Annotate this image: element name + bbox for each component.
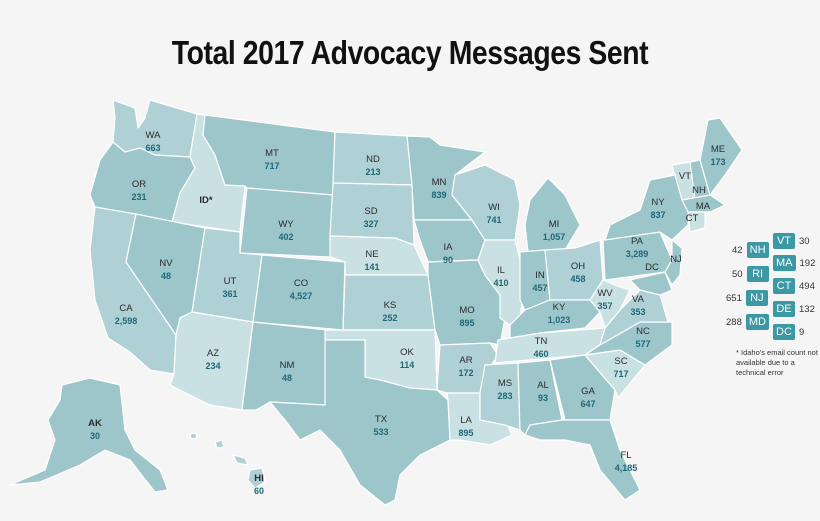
legend-NJ: 651 NJ [722, 290, 768, 306]
label-UT: UT 361 [222, 276, 238, 299]
state-MI[interactable] [524, 177, 581, 253]
label-AL: AL 93 [537, 380, 549, 403]
label-TX: TX 533 [373, 414, 389, 437]
page-title: Total 2017 Advocacy Messages Sent [171, 34, 649, 71]
legend-CT: CT 494 [773, 278, 819, 294]
state-ME[interactable] [699, 117, 743, 196]
label-MI: MI 1,057 [542, 219, 566, 242]
idaho-footnote: * Idaho's email count not available due … [736, 348, 818, 377]
label-TN: TN 460 [533, 336, 549, 359]
state-HI[interactable] [247, 467, 266, 489]
legend-VT: VT 30 [773, 233, 814, 249]
label-MN: MN 839 [431, 177, 447, 200]
label-PA: PA 3,289 [625, 236, 649, 259]
label-NM: NM 48 [279, 360, 295, 383]
legend-RI: 50 RI [728, 266, 769, 282]
label-OH: OH 458 [570, 261, 586, 284]
hawaii-island-oahu [214, 439, 225, 449]
label-NV: NV 48 [159, 258, 173, 281]
label-NJ: NJ [670, 254, 682, 265]
label-KY: KY 1,023 [547, 302, 571, 325]
label-ME: ME 173 [710, 144, 726, 167]
label-VT: VT [678, 171, 692, 182]
state-MD[interactable] [629, 271, 673, 296]
label-IL: IL 410 [493, 265, 509, 288]
hawaii-island-maui [232, 454, 249, 466]
label-HI: HI 60 [253, 473, 265, 496]
label-OK: OK 114 [399, 347, 415, 370]
label-VA: VA 353 [630, 294, 646, 317]
label-NC: NC 577 [635, 326, 651, 349]
legend-DC: DC 9 [773, 324, 808, 340]
label-NY: NY 837 [650, 197, 666, 220]
state-NJ[interactable] [664, 239, 683, 286]
label-NE: NE 141 [364, 249, 380, 272]
state-TX[interactable] [269, 339, 451, 506]
state-CT[interactable] [687, 211, 706, 233]
state-WV[interactable] [589, 279, 631, 329]
label-OR: OR 231 [131, 179, 147, 202]
label-AR: AR 172 [458, 355, 474, 378]
label-WV: WV 357 [597, 288, 613, 311]
label-CT: CT [685, 213, 699, 224]
label-FL: FL 4,185 [614, 450, 638, 473]
label-MT: MT 717 [264, 148, 280, 171]
label-WA: WA 663 [145, 130, 161, 153]
legend-DE: DE 132 [773, 301, 819, 317]
label-WI: WI 741 [486, 202, 502, 225]
label-ID: ID* [199, 195, 213, 206]
label-GA: GA 647 [580, 386, 596, 409]
label-DC: DC [645, 262, 659, 273]
label-IN: IN 457 [532, 270, 548, 293]
label-AK: AK 30 [88, 418, 102, 441]
label-CO: CO 4,527 [289, 278, 313, 301]
label-SC: SC 717 [613, 356, 629, 379]
label-LA: LA 895 [458, 415, 474, 438]
label-ND: ND 213 [365, 154, 381, 177]
label-SD: SD 327 [363, 206, 379, 229]
legend-MD: 288 MD [722, 314, 769, 330]
label-MS: MS 283 [497, 378, 513, 401]
label-MO: MO 895 [459, 305, 475, 328]
state-AK[interactable] [9, 377, 169, 493]
state-FL[interactable] [524, 419, 641, 501]
label-WY: WY 402 [278, 219, 294, 242]
label-MA: MA [695, 201, 711, 212]
label-NH: NH [692, 185, 706, 196]
label-IA: IA 90 [442, 242, 454, 265]
hawaii-island-kauai [189, 432, 198, 440]
label-CA: CA 2,598 [114, 303, 138, 326]
state-MA[interactable] [681, 194, 726, 213]
legend-MA: MA 192 [773, 255, 819, 271]
label-AZ: AZ 234 [205, 348, 221, 371]
legend-NH: 42 NH [728, 242, 769, 258]
label-KS: KS 252 [382, 300, 398, 323]
